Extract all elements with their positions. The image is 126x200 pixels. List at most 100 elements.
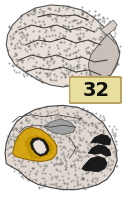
- Point: [119, 45, 121, 48]
- Point: [71, 123, 73, 126]
- Point: [83, 76, 85, 80]
- Point: [32, 155, 34, 159]
- Point: [92, 113, 94, 116]
- Point: [102, 132, 104, 135]
- Point: [41, 9, 43, 12]
- Point: [39, 138, 41, 141]
- Point: [86, 178, 88, 182]
- Point: [97, 52, 99, 55]
- Point: [68, 53, 70, 57]
- Point: [46, 109, 48, 112]
- Point: [87, 171, 89, 174]
- Point: [22, 65, 24, 68]
- Point: [107, 39, 109, 42]
- Point: [79, 137, 81, 140]
- Point: [62, 23, 64, 26]
- Point: [82, 177, 84, 180]
- Point: [15, 63, 17, 67]
- Point: [86, 146, 88, 149]
- Point: [17, 168, 19, 171]
- Point: [33, 130, 35, 134]
- Point: [24, 164, 26, 168]
- Point: [30, 145, 32, 148]
- Point: [21, 31, 23, 34]
- Point: [61, 58, 64, 61]
- Point: [43, 166, 45, 169]
- Point: [43, 39, 45, 42]
- Point: [31, 149, 33, 152]
- Point: [91, 160, 93, 163]
- Point: [36, 153, 38, 156]
- Point: [63, 181, 65, 184]
- Point: [65, 62, 67, 65]
- Point: [67, 149, 69, 153]
- Point: [38, 36, 40, 39]
- Point: [76, 64, 78, 67]
- Point: [102, 124, 104, 127]
- Point: [63, 36, 65, 39]
- Point: [20, 120, 22, 124]
- Point: [87, 169, 89, 172]
- Point: [109, 53, 111, 56]
- Point: [78, 81, 80, 84]
- Point: [67, 25, 69, 29]
- Point: [116, 54, 118, 58]
- Point: [100, 39, 102, 42]
- Point: [87, 51, 89, 54]
- Point: [39, 66, 41, 69]
- Point: [84, 150, 86, 153]
- Point: [83, 68, 85, 71]
- Point: [77, 159, 79, 162]
- Point: [19, 126, 21, 129]
- Point: [79, 116, 81, 119]
- FancyBboxPatch shape: [69, 77, 121, 103]
- Point: [53, 109, 55, 113]
- Point: [72, 118, 74, 121]
- Point: [75, 70, 77, 73]
- Point: [65, 69, 67, 72]
- Point: [22, 176, 24, 179]
- Point: [39, 77, 41, 80]
- Point: [46, 59, 48, 62]
- Point: [84, 17, 86, 20]
- Point: [40, 120, 42, 124]
- Point: [114, 51, 116, 54]
- Point: [44, 119, 46, 122]
- Point: [45, 114, 47, 118]
- Point: [59, 163, 61, 166]
- Point: [50, 116, 52, 119]
- Point: [58, 185, 60, 188]
- Point: [62, 71, 64, 74]
- Point: [113, 42, 115, 45]
- Point: [115, 152, 117, 155]
- Point: [94, 176, 96, 179]
- Point: [56, 104, 58, 107]
- Point: [108, 47, 110, 50]
- Point: [91, 124, 93, 127]
- Point: [97, 49, 99, 52]
- Point: [82, 35, 84, 38]
- Point: [59, 125, 61, 128]
- Point: [22, 157, 24, 160]
- Point: [78, 38, 80, 41]
- Point: [47, 142, 49, 145]
- Point: [66, 83, 68, 86]
- Point: [38, 186, 40, 190]
- Point: [17, 137, 19, 140]
- Point: [42, 80, 44, 83]
- Point: [66, 118, 68, 121]
- Point: [69, 30, 71, 33]
- Point: [46, 14, 48, 17]
- Point: [21, 127, 23, 131]
- Point: [105, 151, 107, 155]
- Point: [14, 31, 16, 34]
- Point: [87, 182, 89, 185]
- Point: [80, 177, 82, 180]
- Point: [97, 72, 99, 75]
- Point: [102, 115, 104, 118]
- Point: [34, 45, 36, 48]
- Point: [82, 108, 84, 111]
- Point: [24, 171, 26, 174]
- Point: [49, 142, 51, 145]
- Point: [48, 7, 50, 10]
